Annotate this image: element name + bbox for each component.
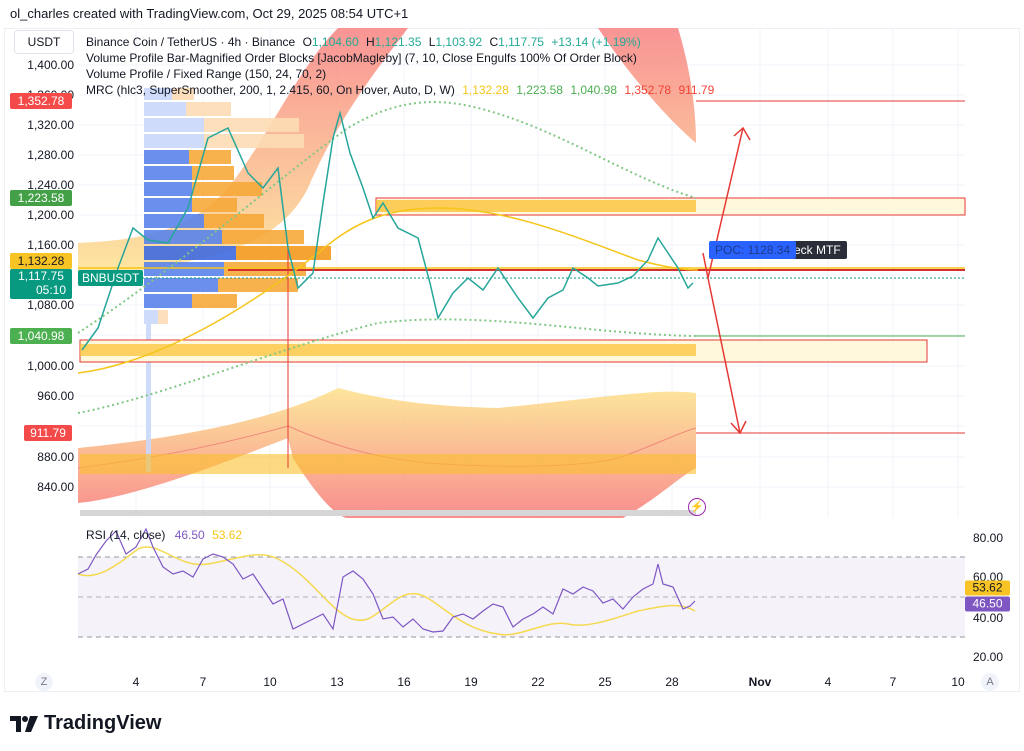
indicator-mrc[interactable]: MRC (hlc3, SuperSmoother, 200, 1, 2.415,…: [86, 83, 715, 97]
rsi-line: [77, 527, 696, 633]
chart-legend: Binance Coin / TetherUS · 4h · Binance O…: [86, 34, 714, 98]
mrc-lower-dotted: [77, 318, 697, 414]
mrc-mean-curve: [77, 207, 699, 374]
mrc-upper-dotted: [77, 101, 697, 334]
mrc-lower-band: [78, 388, 696, 518]
open-value: 1,104.60: [311, 35, 359, 49]
projection-arrows: [702, 126, 751, 435]
high-value: 1,121.35: [374, 35, 422, 49]
currency-unit-button[interactable]: USDT: [14, 30, 74, 54]
symbol-title: Binance Coin / TetherUS · 4h · Binance: [86, 35, 296, 49]
indicator-volume-profile[interactable]: Volume Profile / Fixed Range (150, 24, 7…: [86, 67, 327, 81]
tradingview-wordmark: TradingView: [44, 712, 162, 734]
price-pane[interactable]: [77, 28, 966, 518]
mrc-upper-outer-badge: 1,352.78: [10, 93, 72, 109]
rsi-legend: RSI (14, close) 46.50 53.62: [86, 528, 242, 542]
mrc-upper-inner-badge: 1,223.58: [10, 190, 72, 206]
rsi-ma-badge: 53.62: [965, 580, 1010, 596]
tradingview-logo-icon: [10, 715, 38, 732]
poc-label[interactable]: POC: 1128.34: [709, 241, 797, 259]
rsi-pane[interactable]: [77, 519, 965, 669]
auto-scale-button[interactable]: A: [981, 673, 999, 691]
chart-frame: [4, 28, 1020, 692]
price-path: [81, 110, 694, 351]
indicator-order-blocks[interactable]: Volume Profile Bar-Magnified Order Block…: [86, 51, 637, 65]
close-value: 1,117.75: [498, 35, 544, 49]
rsi-value-badge: 46.50: [965, 596, 1010, 612]
symbol-row: Binance Coin / TetherUS · 4h · Binance O…: [86, 35, 641, 49]
mrc-lower-outer-badge: 911.79: [24, 425, 72, 441]
price-chart-canvas: [77, 28, 966, 518]
mrc-mean-badge: 1,132.28: [10, 253, 72, 269]
last-price-badge: 1,117.75 05:10: [10, 269, 72, 299]
tradingview-logo[interactable]: TradingView: [10, 712, 161, 735]
mrc-lower-inner-badge: 1,040.98: [10, 328, 72, 344]
rsi-ma-value: 53.62: [212, 528, 243, 542]
lightning-icon[interactable]: ⚡: [688, 498, 706, 516]
rsi-chart-canvas: [77, 527, 965, 638]
candle-countdown: 05:10: [35, 283, 66, 297]
rsi-ma-line: [77, 546, 696, 636]
low-value: 1,103.92: [435, 35, 483, 49]
zoom-reset-button[interactable]: Z: [35, 673, 53, 691]
time-axis[interactable]: 4 7 10 13 16 19 22 25 28 Nov 4 7 10: [132, 675, 965, 689]
chart-caption: ol_charles created with TradingView.com,…: [10, 6, 409, 21]
rsi-value: 46.50: [174, 528, 205, 542]
volume-profile: [144, 88, 331, 472]
change-value: +13.14 (+1.19%): [551, 35, 641, 49]
rsi-title: RSI (14, close): [86, 528, 166, 542]
symbol-tag: BNBUSDT: [78, 270, 144, 286]
